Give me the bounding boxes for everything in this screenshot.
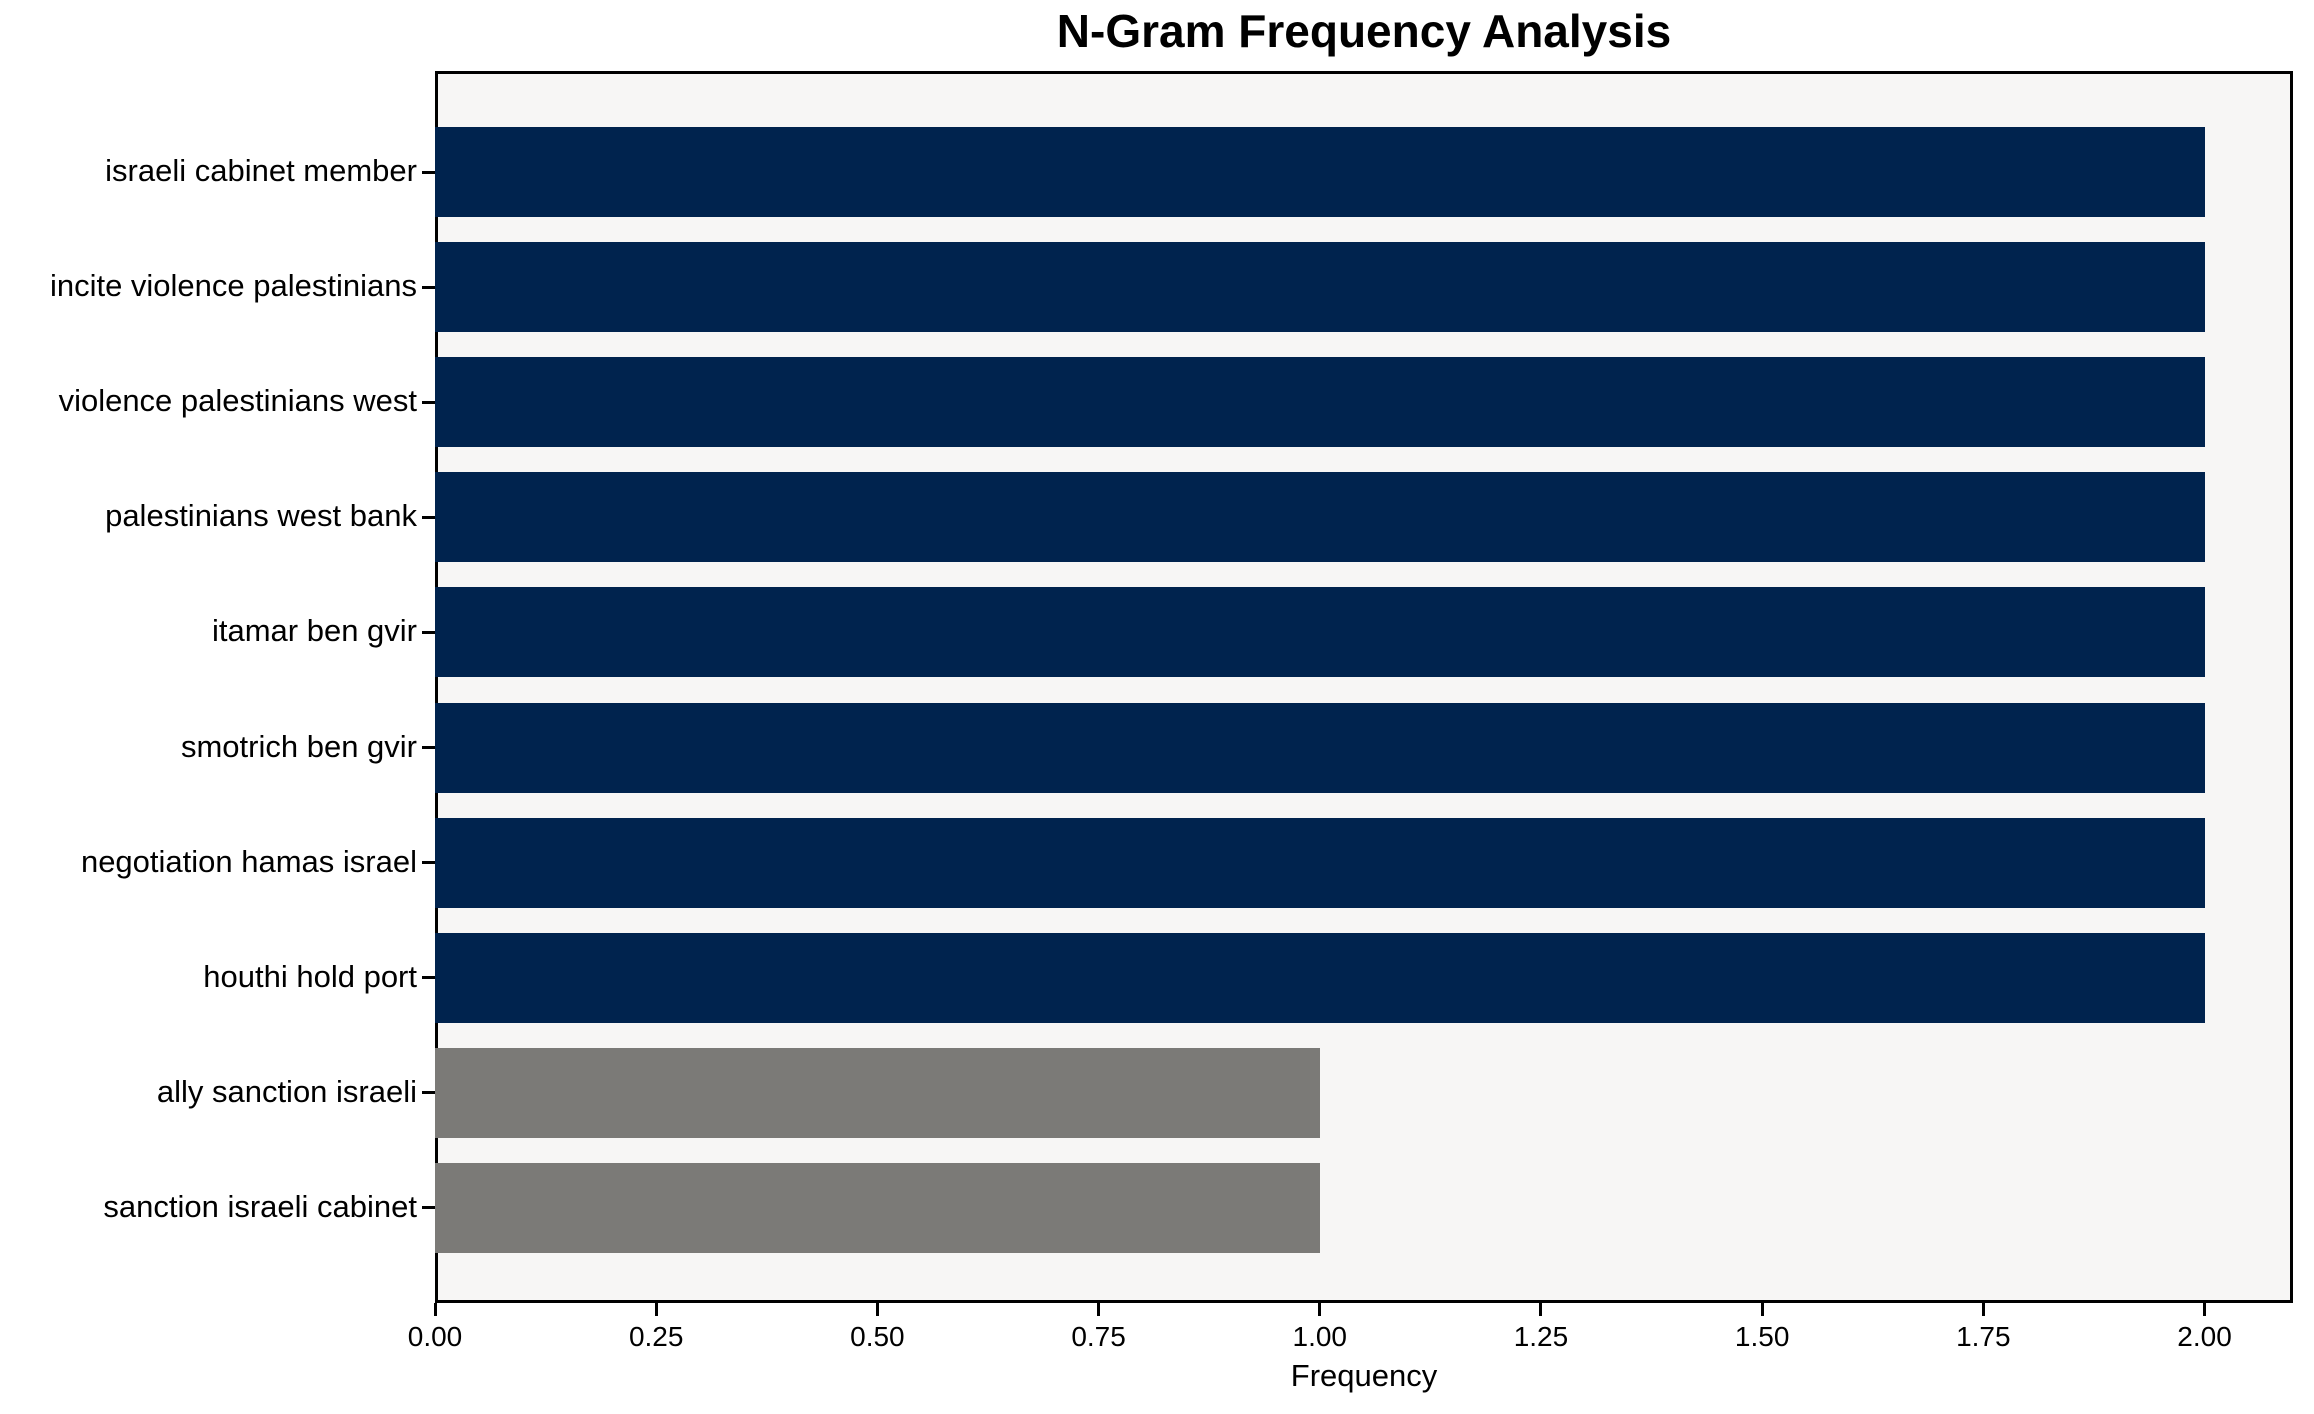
y-tick-mark — [422, 746, 435, 749]
x-tick-mark — [1760, 1303, 1764, 1316]
plot-area — [435, 71, 2293, 1303]
y-tick-mark — [422, 515, 435, 519]
x-tick-mark — [875, 1303, 879, 1316]
y-tick-label-negotiation-hamas-israel: negotiation hamas israel — [80, 843, 417, 879]
y-tick-label-incite-violence-palestinians: incite violence palestinians — [49, 268, 417, 304]
bar-smotrich-ben-gvir — [435, 702, 2205, 793]
y-tick-mark — [422, 976, 435, 980]
x-tick-mark — [1539, 1303, 1543, 1316]
y-tick-mark — [422, 400, 435, 404]
bar-israeli-cabinet-member — [435, 127, 2205, 217]
x-tick-label-2.00: 2.00 — [2177, 1321, 2232, 1352]
x-tick-mark — [1318, 1303, 1322, 1316]
y-tick-label-israeli-cabinet-member: israeli cabinet member — [105, 153, 417, 188]
y-tick-label-sanction-israeli-cabinet: sanction israeli cabinet — [103, 1188, 417, 1224]
bar-incite-violence-palestinians — [435, 242, 2205, 333]
y-tick-mark — [422, 1091, 435, 1095]
y-tick-label-itamar-ben-gvir: itamar ben gvir — [211, 613, 417, 649]
x-tick-label-1.75: 1.75 — [1956, 1321, 2011, 1352]
x-tick-label-1.25: 1.25 — [1513, 1321, 1569, 1352]
y-tick-label-ally-sanction-israeli: ally sanction israeli — [156, 1073, 417, 1109]
x-tick-label-0.25: 0.25 — [628, 1321, 684, 1352]
bar-itamar-ben-gvir — [435, 587, 2205, 678]
chart-title: N-Gram Frequency Analysis — [1056, 5, 1672, 57]
x-tick-label-1.00: 1.00 — [1292, 1321, 1348, 1352]
y-tick-label-violence-palestinians-west: violence palestinians west — [58, 383, 417, 419]
x-tick-mark — [1097, 1303, 1101, 1316]
x-tick-label-0.00: 0.00 — [407, 1321, 463, 1352]
bar-sanction-israeli-cabinet — [435, 1162, 1320, 1253]
x-tick-label-0.75: 0.75 — [1071, 1321, 1126, 1352]
x-axis-label: Frequency — [1290, 1358, 1438, 1393]
y-tick-mark — [422, 861, 435, 865]
y-tick-label-houthi-hold-port: houthi hold port — [203, 958, 417, 994]
y-tick-mark — [422, 1206, 435, 1210]
x-tick-mark — [2203, 1303, 2207, 1316]
y-tick-mark — [422, 170, 435, 174]
bar-ally-sanction-israeli — [435, 1047, 1320, 1138]
bar-violence-palestinians-west — [435, 357, 2205, 448]
x-tick-label-0.50: 0.50 — [850, 1321, 905, 1352]
y-tick-label-palestinians-west-bank: palestinians west bank — [105, 498, 417, 534]
bar-houthi-hold-port — [435, 932, 2205, 1023]
x-tick-mark — [654, 1303, 658, 1316]
y-tick-mark — [422, 285, 435, 289]
bar-negotiation-hamas-israel — [435, 817, 2205, 908]
y-tick-label-smotrich-ben-gvir: smotrich ben gvir — [180, 728, 417, 764]
x-tick-mark — [433, 1303, 437, 1316]
y-tick-mark — [422, 630, 435, 634]
x-tick-label-1.50: 1.50 — [1734, 1321, 1790, 1352]
x-tick-mark — [1981, 1303, 1985, 1316]
bar-palestinians-west-bank — [435, 472, 2205, 563]
